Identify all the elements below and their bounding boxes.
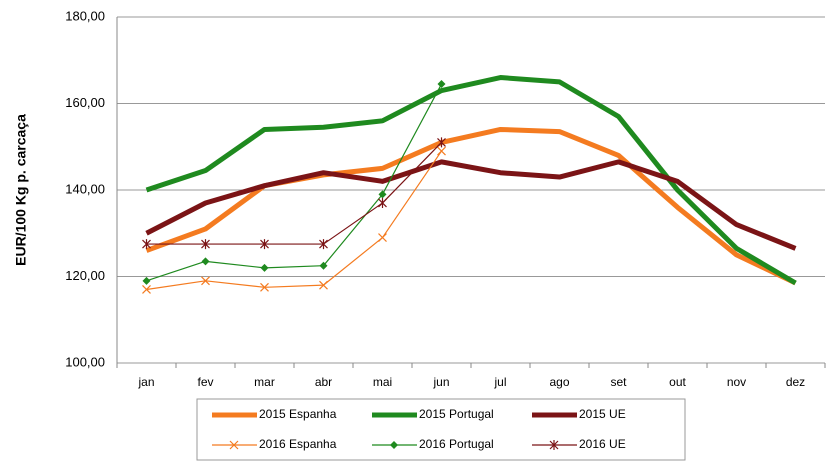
legend-marker: [390, 441, 398, 449]
series-line: [146, 142, 442, 245]
point-marker: [319, 261, 328, 270]
point-marker: [378, 190, 387, 199]
point-marker: [437, 80, 446, 89]
x-tick-label: abr: [315, 375, 332, 389]
series-line: [145, 126, 797, 286]
point-marker: [319, 239, 328, 250]
point-marker: [260, 239, 269, 250]
x-tick-label: jul: [493, 375, 506, 389]
y-tick-label: 140,00: [65, 181, 105, 196]
y-tick-label: 160,00: [65, 95, 105, 110]
point-marker: [437, 146, 446, 156]
legend-label: 2016 Espanha: [259, 437, 337, 451]
legend-label: 2015 UE: [579, 407, 626, 421]
point-marker: [201, 276, 210, 286]
point-marker: [437, 137, 446, 148]
y-tick-label: 100,00: [65, 354, 105, 369]
x-tick-label: nov: [727, 375, 746, 389]
legend-label: 2016 Portugal: [419, 437, 494, 451]
point-marker: [142, 276, 151, 285]
x-tick-label: mai: [373, 375, 392, 389]
y-axis-label: EUR/100 Kg p. carcaça: [13, 114, 29, 266]
point-marker: [260, 282, 269, 292]
point-marker: [142, 239, 151, 250]
point-marker: [201, 239, 210, 250]
series-line: [145, 75, 797, 286]
series-line: [146, 83, 443, 282]
legend-label: 2015 Espanha: [259, 407, 337, 421]
legend-marker: [549, 440, 559, 450]
point-marker: [142, 285, 151, 294]
x-tick-label: ago: [549, 375, 569, 389]
x-tick-label: jan: [137, 375, 154, 389]
y-tick-label: 180,00: [65, 8, 105, 23]
x-tick-label: mar: [254, 375, 275, 389]
y-tick-label: 120,00: [65, 268, 105, 283]
legend-marker: [229, 440, 239, 450]
point-marker: [319, 280, 328, 290]
legend-label: 2016 UE: [579, 437, 626, 451]
series-line: [146, 150, 442, 291]
legend-box: [196, 398, 686, 461]
point-marker: [378, 197, 387, 208]
x-tick-label: dez: [786, 375, 805, 389]
x-tick-label: out: [669, 375, 686, 389]
legend-label: 2015 Portugal: [419, 407, 494, 421]
x-tick-label: set: [610, 375, 627, 389]
x-tick-label: fev: [197, 375, 213, 389]
point-marker: [260, 263, 269, 272]
series-line: [145, 159, 797, 251]
point-marker: [378, 233, 387, 242]
x-tick-label: jun: [432, 375, 449, 389]
point-marker: [201, 257, 210, 266]
